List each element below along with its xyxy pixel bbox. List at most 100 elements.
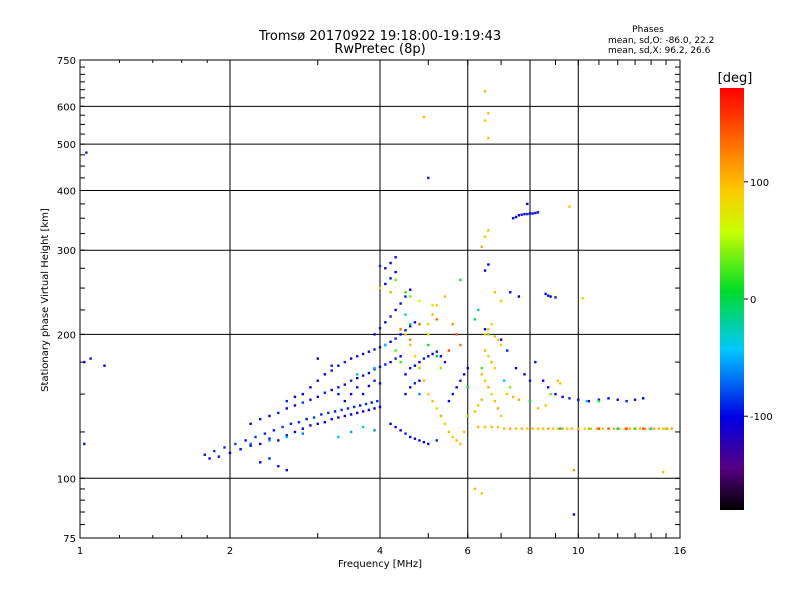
- data-point: [103, 364, 106, 367]
- data-point: [466, 366, 469, 370]
- data-point: [595, 427, 599, 430]
- data-point: [607, 397, 610, 400]
- data-point: [337, 364, 340, 367]
- x-tick-label: 10: [572, 546, 585, 557]
- data-point: [554, 296, 557, 299]
- data-point: [544, 404, 547, 407]
- stats-line-x: mean, sd,X: 96.2, 26.6: [608, 46, 711, 56]
- data-point: [316, 357, 319, 360]
- data-point: [367, 384, 371, 388]
- data-point: [473, 410, 477, 413]
- y-tick-label: 500: [57, 140, 76, 151]
- colorbar-tick-label: 100: [750, 178, 769, 189]
- data-point: [561, 427, 564, 430]
- data-point: [404, 373, 407, 376]
- chart-subtitle: RwPretec (8p): [334, 42, 425, 57]
- data-point: [483, 90, 487, 93]
- data-point: [89, 357, 92, 360]
- data-point: [462, 373, 466, 376]
- data-point: [349, 413, 353, 416]
- data-point: [483, 119, 487, 122]
- data-point: [394, 270, 397, 274]
- data-point: [427, 333, 430, 336]
- data-point: [384, 282, 387, 286]
- data-point: [505, 349, 509, 352]
- data-point: [361, 425, 365, 429]
- data-point: [399, 302, 402, 305]
- data-point: [587, 399, 591, 403]
- data-point: [323, 373, 327, 376]
- data-point: [661, 427, 665, 430]
- stats-line-o: mean, sd,O: -86.0, 22.2: [608, 36, 714, 46]
- data-point: [323, 421, 327, 424]
- data-point: [223, 446, 226, 449]
- data-point: [508, 386, 512, 389]
- data-point: [427, 442, 430, 446]
- data-point: [309, 398, 312, 401]
- data-point: [399, 328, 402, 331]
- data-point: [259, 461, 262, 464]
- data-point: [439, 414, 443, 418]
- data-point: [523, 373, 526, 376]
- data-point: [601, 427, 605, 430]
- data-point: [349, 379, 353, 382]
- data-point: [301, 432, 305, 435]
- data-point: [661, 470, 665, 474]
- data-point: [355, 386, 359, 389]
- colorbar: 100 0 -100: [720, 88, 773, 510]
- data-point: [517, 398, 521, 401]
- data-point: [373, 366, 376, 370]
- data-point: [597, 399, 601, 403]
- data-point: [364, 402, 368, 406]
- data-point: [508, 427, 512, 430]
- data-point: [268, 439, 271, 442]
- data-point: [536, 211, 540, 214]
- data-point: [526, 212, 529, 216]
- data-point: [451, 323, 455, 326]
- data-point: [370, 401, 373, 404]
- data-point: [544, 292, 547, 296]
- data-point: [447, 349, 451, 352]
- data-point: [389, 277, 392, 280]
- data-point: [422, 440, 426, 444]
- data-point: [349, 392, 353, 396]
- data-point: [577, 398, 580, 401]
- plot-area: 1 2 4 6 8 10 16 75 100 200 300 400 500 600 750: [57, 56, 686, 557]
- colorbar-tick-label: 0: [750, 295, 756, 306]
- data-point: [466, 414, 469, 418]
- data-point: [333, 410, 337, 413]
- data-point: [496, 425, 500, 429]
- data-point: [480, 366, 483, 370]
- data-point: [316, 422, 319, 426]
- data-point: [480, 373, 483, 376]
- data-point: [439, 355, 443, 358]
- data-point: [203, 453, 206, 456]
- data-point: [559, 427, 562, 430]
- data-point: [413, 382, 417, 385]
- data-point: [293, 430, 297, 434]
- data-point: [409, 325, 412, 328]
- data-point: [394, 256, 397, 259]
- data-point: [633, 398, 637, 401]
- data-point: [427, 355, 430, 358]
- data-point: [649, 427, 653, 430]
- data-point: [389, 340, 392, 343]
- data-point: [455, 333, 458, 336]
- y-tick-label: 750: [57, 56, 76, 67]
- data-point: [83, 442, 86, 446]
- data-point: [439, 366, 443, 370]
- data-point: [435, 318, 438, 321]
- data-point: [330, 364, 333, 367]
- data-point: [399, 355, 402, 358]
- data-point: [487, 355, 490, 358]
- data-point: [413, 437, 417, 440]
- x-axis-label: Frequency [MHz]: [338, 559, 422, 570]
- data-point: [561, 395, 564, 399]
- colorbar-gradient: [720, 88, 744, 510]
- data-point: [496, 407, 500, 410]
- data-point: [293, 404, 297, 407]
- data-point: [309, 386, 312, 389]
- data-point: [616, 398, 619, 401]
- x-tick-label: 6: [465, 546, 471, 557]
- data-point: [514, 427, 518, 430]
